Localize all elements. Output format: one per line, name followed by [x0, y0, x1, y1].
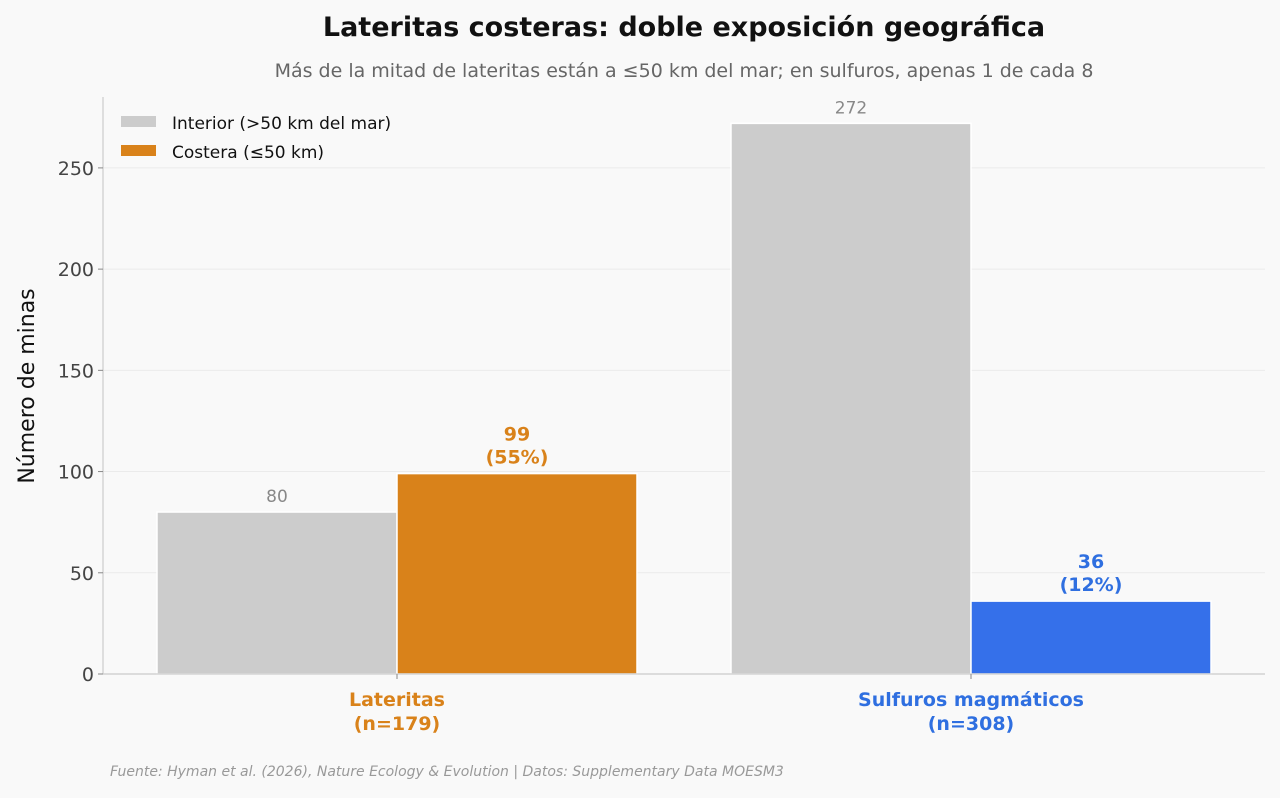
y-tick-label: 0 — [82, 664, 94, 686]
x-tick-sublabel: (n=179) — [354, 713, 440, 735]
legend: Interior (>50 km del mar) Costera (≤50 k… — [121, 114, 391, 163]
y-axis-label: Número de minas — [15, 288, 40, 483]
bar-costera — [970, 600, 1212, 675]
bar-value-label: 99 — [504, 424, 530, 446]
bar-costera — [396, 472, 638, 675]
bar-value-label: 80 — [266, 487, 288, 507]
bar-value-label: 36 — [1078, 551, 1104, 573]
bar-interior — [156, 511, 398, 675]
x-tick-sublabel: (n=308) — [928, 713, 1014, 735]
bar-pct-label: (12%) — [1060, 574, 1123, 596]
source-note: Fuente: Hyman et al. (2026), Nature Ecol… — [110, 764, 784, 780]
legend-swatch-interior — [121, 116, 156, 127]
y-tick-label: 100 — [58, 462, 94, 484]
legend-swatch-costera — [121, 145, 156, 156]
y-tick-label: 50 — [70, 563, 94, 585]
bars — [156, 122, 1212, 675]
bar-pct-label: (55%) — [486, 447, 549, 469]
grid-lines — [103, 167, 1265, 574]
x-ticks: Lateritas(n=179) Sulfuros magmáticos(n=30… — [349, 674, 1084, 735]
axes — [102, 97, 1265, 675]
y-tick-label: 200 — [58, 259, 94, 281]
chart-title: Lateritas costeras: doble exposición geo… — [322, 12, 1046, 43]
bar-value-label: 272 — [835, 98, 867, 118]
chart-subtitle: Más de la mitad de lateritas están a ≤50… — [274, 60, 1094, 82]
y-tick-label: 250 — [58, 158, 94, 180]
legend-label-costera: Costera (≤50 km) — [172, 143, 324, 163]
bar-labels: 80 99(55%) 272 36(12%) — [266, 98, 1122, 596]
x-tick-label: Lateritas — [349, 689, 445, 711]
legend-label-interior: Interior (>50 km del mar) — [172, 114, 391, 134]
y-ticks: 0 50 100 150 200 250 — [58, 158, 103, 686]
x-tick-label: Sulfuros magmáticos — [858, 689, 1084, 711]
y-tick-label: 150 — [58, 360, 94, 382]
bar-interior — [730, 122, 972, 675]
